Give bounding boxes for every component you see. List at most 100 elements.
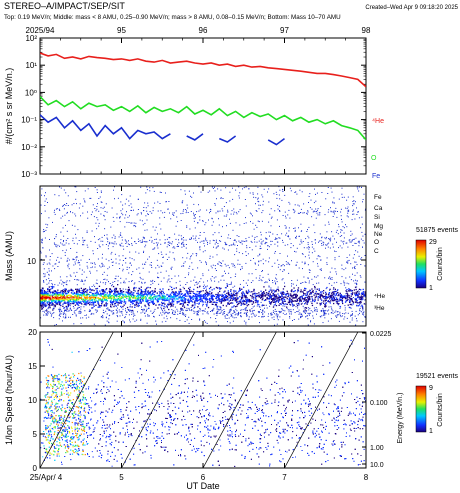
mass-point xyxy=(300,303,303,305)
mass-point xyxy=(61,290,64,292)
mass-point xyxy=(158,304,160,306)
mass-point xyxy=(183,294,185,296)
mass-point xyxy=(146,186,148,188)
mass-point xyxy=(281,265,283,267)
mass-point xyxy=(242,240,244,242)
mass-point xyxy=(162,311,164,313)
mass-point xyxy=(147,290,149,292)
mass-point xyxy=(232,286,234,288)
mass-point xyxy=(336,298,338,300)
mass-point xyxy=(222,275,224,277)
mass-point xyxy=(186,291,189,293)
mass-point xyxy=(305,296,307,298)
mass-point xyxy=(153,296,155,298)
mass-point xyxy=(128,299,130,301)
mass-point xyxy=(129,244,130,246)
mass-point xyxy=(199,209,201,211)
series-line-fe xyxy=(40,115,358,147)
mass-point xyxy=(262,295,264,297)
mass-point xyxy=(334,202,335,204)
mass-point xyxy=(272,233,274,235)
mass-point xyxy=(48,294,51,297)
mass-point xyxy=(257,220,259,222)
mass-point xyxy=(96,290,98,292)
mass-point xyxy=(228,317,230,319)
mass-point xyxy=(112,285,115,288)
mass-point xyxy=(188,272,190,274)
mass-point xyxy=(332,216,334,217)
mass-point xyxy=(188,296,191,298)
mass-point xyxy=(323,314,324,316)
mass-point xyxy=(328,292,330,295)
mass-point xyxy=(317,275,319,277)
mass-point xyxy=(354,292,356,294)
mass-point xyxy=(40,299,43,302)
mass-point xyxy=(79,264,81,266)
mass-point xyxy=(293,228,295,229)
mass-point xyxy=(306,303,308,305)
mass-point xyxy=(335,297,338,299)
mass-point xyxy=(143,293,146,295)
mass-point xyxy=(126,241,128,243)
mass-point xyxy=(182,286,184,288)
mass-point xyxy=(191,310,193,312)
mass-point xyxy=(221,265,223,267)
mass-point xyxy=(159,203,161,204)
mass-point xyxy=(143,297,146,299)
mass-point xyxy=(321,294,323,296)
mass-point xyxy=(241,295,243,297)
mass-point xyxy=(311,302,313,304)
mass-point xyxy=(313,294,315,296)
mass-point xyxy=(226,214,228,216)
mass-point xyxy=(244,241,246,242)
mass-point xyxy=(189,291,191,293)
mass-point xyxy=(55,245,57,247)
mass-point xyxy=(124,226,126,228)
mass-point xyxy=(287,296,289,298)
mass-point xyxy=(329,276,331,278)
mass-point xyxy=(136,268,138,270)
mass-point xyxy=(285,226,287,228)
mass-point xyxy=(337,211,338,212)
mass-point xyxy=(177,295,179,297)
mass-point xyxy=(73,296,75,299)
mass-point xyxy=(295,191,297,193)
mass-point xyxy=(262,293,264,296)
mass-point xyxy=(196,300,198,302)
mass-point xyxy=(227,312,229,314)
mass-point xyxy=(239,287,241,289)
mass-point xyxy=(43,280,44,282)
mass-point xyxy=(364,296,366,298)
mass-point xyxy=(140,293,141,295)
mass-point xyxy=(122,305,124,308)
mass-point xyxy=(154,239,156,240)
mass-point xyxy=(144,282,146,284)
mass-point xyxy=(217,243,219,244)
mass-point xyxy=(276,238,278,240)
mass-point xyxy=(260,247,262,249)
mass-point xyxy=(188,190,190,192)
mass-point xyxy=(359,309,360,311)
mass-point xyxy=(361,296,364,298)
mass-point xyxy=(303,298,305,300)
mass-point xyxy=(43,303,45,305)
mass-point xyxy=(139,297,141,299)
mass-point xyxy=(62,282,64,284)
mass-point xyxy=(221,297,224,299)
mass-point xyxy=(262,196,264,198)
mass-point xyxy=(154,298,157,300)
mass-point xyxy=(255,301,257,304)
mass-point xyxy=(306,302,309,304)
mass-point xyxy=(196,211,198,213)
mass-point xyxy=(340,240,342,242)
mass-point xyxy=(115,294,117,296)
mass-point xyxy=(98,293,100,296)
mass-point xyxy=(358,240,360,242)
mass-point xyxy=(165,299,167,302)
mass-point xyxy=(115,293,117,295)
mass-point xyxy=(142,300,144,302)
mass-point xyxy=(61,283,63,285)
mass-point xyxy=(203,281,205,283)
mass-point xyxy=(346,226,348,228)
mass-point xyxy=(245,309,247,311)
